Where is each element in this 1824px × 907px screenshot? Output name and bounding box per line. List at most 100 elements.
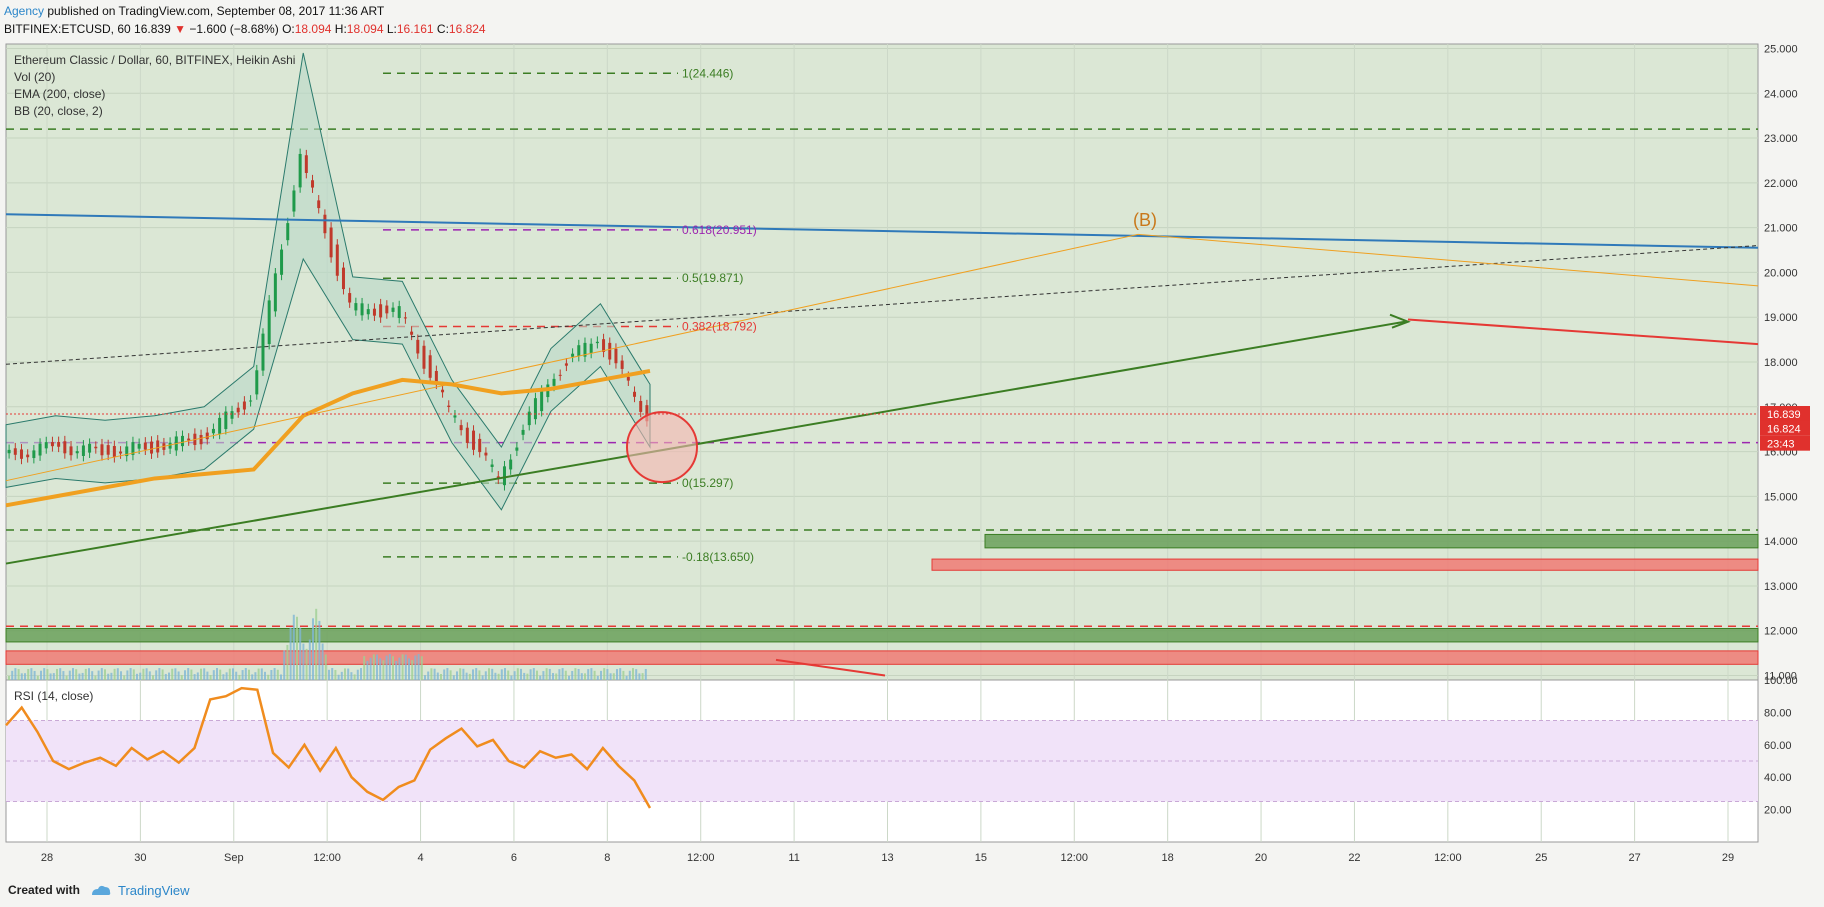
volume-bar <box>568 675 570 680</box>
candle-body <box>119 451 123 454</box>
volume-bar <box>612 673 615 680</box>
open-label: O: <box>282 22 295 36</box>
volume-bar <box>177 671 180 680</box>
candle-body <box>484 452 488 456</box>
time-tick-label: 15 <box>975 852 987 864</box>
volume-bar <box>75 669 78 680</box>
volume-bar <box>334 669 337 680</box>
volume-bar <box>78 673 81 680</box>
volume-bar <box>363 656 366 680</box>
volume-bar <box>107 673 110 680</box>
volume-bar <box>254 672 257 680</box>
high-label: H: <box>334 22 347 36</box>
candle-body <box>156 440 160 453</box>
volume-bar <box>584 673 586 680</box>
resistance-trendline <box>5 213 1759 249</box>
volume-bar <box>577 669 580 680</box>
time-tick-label: 4 <box>417 852 423 864</box>
volume-bar <box>59 668 62 680</box>
volume-bar <box>382 660 385 680</box>
volume-bar <box>264 671 266 680</box>
volume-bar <box>123 675 126 680</box>
price-legend: Ethereum Classic / Dollar, 60, BITFINEX,… <box>14 52 295 120</box>
price-label-text: 23:43 <box>1767 439 1795 451</box>
volume-bar <box>206 671 209 680</box>
candle-body <box>317 200 321 209</box>
volume-bar <box>248 669 250 680</box>
green-zone <box>5 627 1759 643</box>
candle-body <box>57 441 61 447</box>
volume-bar <box>302 643 305 680</box>
high-value: 18.094 <box>346 22 384 36</box>
volume-bar <box>337 674 340 680</box>
candle-body <box>564 363 568 366</box>
change-value: −1.600 (−8.68%) <box>189 22 279 36</box>
volume-bar <box>260 668 263 680</box>
volume-bar <box>395 661 398 680</box>
candle-body <box>249 400 253 402</box>
volume-bar <box>590 668 593 680</box>
close-value: 16.824 <box>448 22 486 36</box>
volume-bar <box>97 670 100 680</box>
volume-bar <box>500 669 503 680</box>
volume-bar <box>315 608 318 680</box>
candle-body <box>639 400 643 412</box>
volume-bar <box>228 668 231 680</box>
volume-bar <box>36 675 39 680</box>
volume-bar <box>164 673 167 680</box>
rsi-tick-label: 40.00 <box>1764 772 1792 784</box>
volume-bar <box>603 668 606 680</box>
candle-body <box>465 427 469 443</box>
rsi-tick-label: 60.00 <box>1764 740 1792 752</box>
volume-bar <box>353 674 356 680</box>
volume-bar <box>136 673 138 680</box>
volume-bar <box>161 669 164 680</box>
volume-bar <box>632 668 634 680</box>
volume-bar <box>276 669 279 680</box>
volume-bar <box>452 675 455 680</box>
volume-bar <box>232 668 234 680</box>
candle-body <box>75 451 79 454</box>
candle-body <box>626 376 630 381</box>
volume-bar <box>539 675 542 680</box>
volume-bar <box>436 672 439 680</box>
volume-bar <box>56 668 58 680</box>
price-tick-label: 14.000 <box>1764 536 1798 548</box>
volume-bar <box>580 673 583 680</box>
chart-canvas[interactable]: 1(24.446) 0.618(20.951) 0.5(19.871) 0.382(1… <box>0 40 1824 878</box>
volume-bar <box>574 668 577 680</box>
volume-bar <box>321 643 324 680</box>
rsi-tick-label: 80.00 <box>1764 707 1792 719</box>
symbol-title: Ethereum Classic / Dollar, 60, BITFINEX,… <box>14 53 296 67</box>
highlight-circle <box>626 411 698 484</box>
time-tick-label: 12:00 <box>313 852 341 864</box>
volume-bar <box>532 668 535 680</box>
volume-bar <box>372 654 375 680</box>
volume-bar <box>536 670 538 680</box>
volume-bar <box>401 654 404 680</box>
candle-body <box>608 342 612 360</box>
tradingview-logo[interactable]: TradingView <box>90 883 190 898</box>
candle-body <box>459 425 463 431</box>
red-zone <box>931 558 1759 571</box>
volume-bar <box>200 668 202 680</box>
volume-bar <box>104 669 106 680</box>
volume-bar <box>142 668 145 680</box>
volume-bar <box>459 668 462 680</box>
volume-bar <box>270 669 273 680</box>
candle-body <box>595 341 599 344</box>
volume-bar <box>638 673 641 680</box>
volume-bar <box>24 673 26 680</box>
price-tick-label: 18.000 <box>1764 357 1798 369</box>
author-link[interactable]: Agency <box>4 4 45 18</box>
volume-bar <box>145 668 148 680</box>
target-line <box>1407 318 1759 346</box>
time-tick-label: 30 <box>134 852 146 864</box>
volume-bar <box>411 660 414 680</box>
candle-body <box>267 300 271 345</box>
low-value: 16.161 <box>396 22 434 36</box>
candle-body <box>44 442 48 449</box>
volume-bar <box>548 668 551 680</box>
time-tick-label: 28 <box>41 852 53 864</box>
volume-bar <box>475 668 478 680</box>
